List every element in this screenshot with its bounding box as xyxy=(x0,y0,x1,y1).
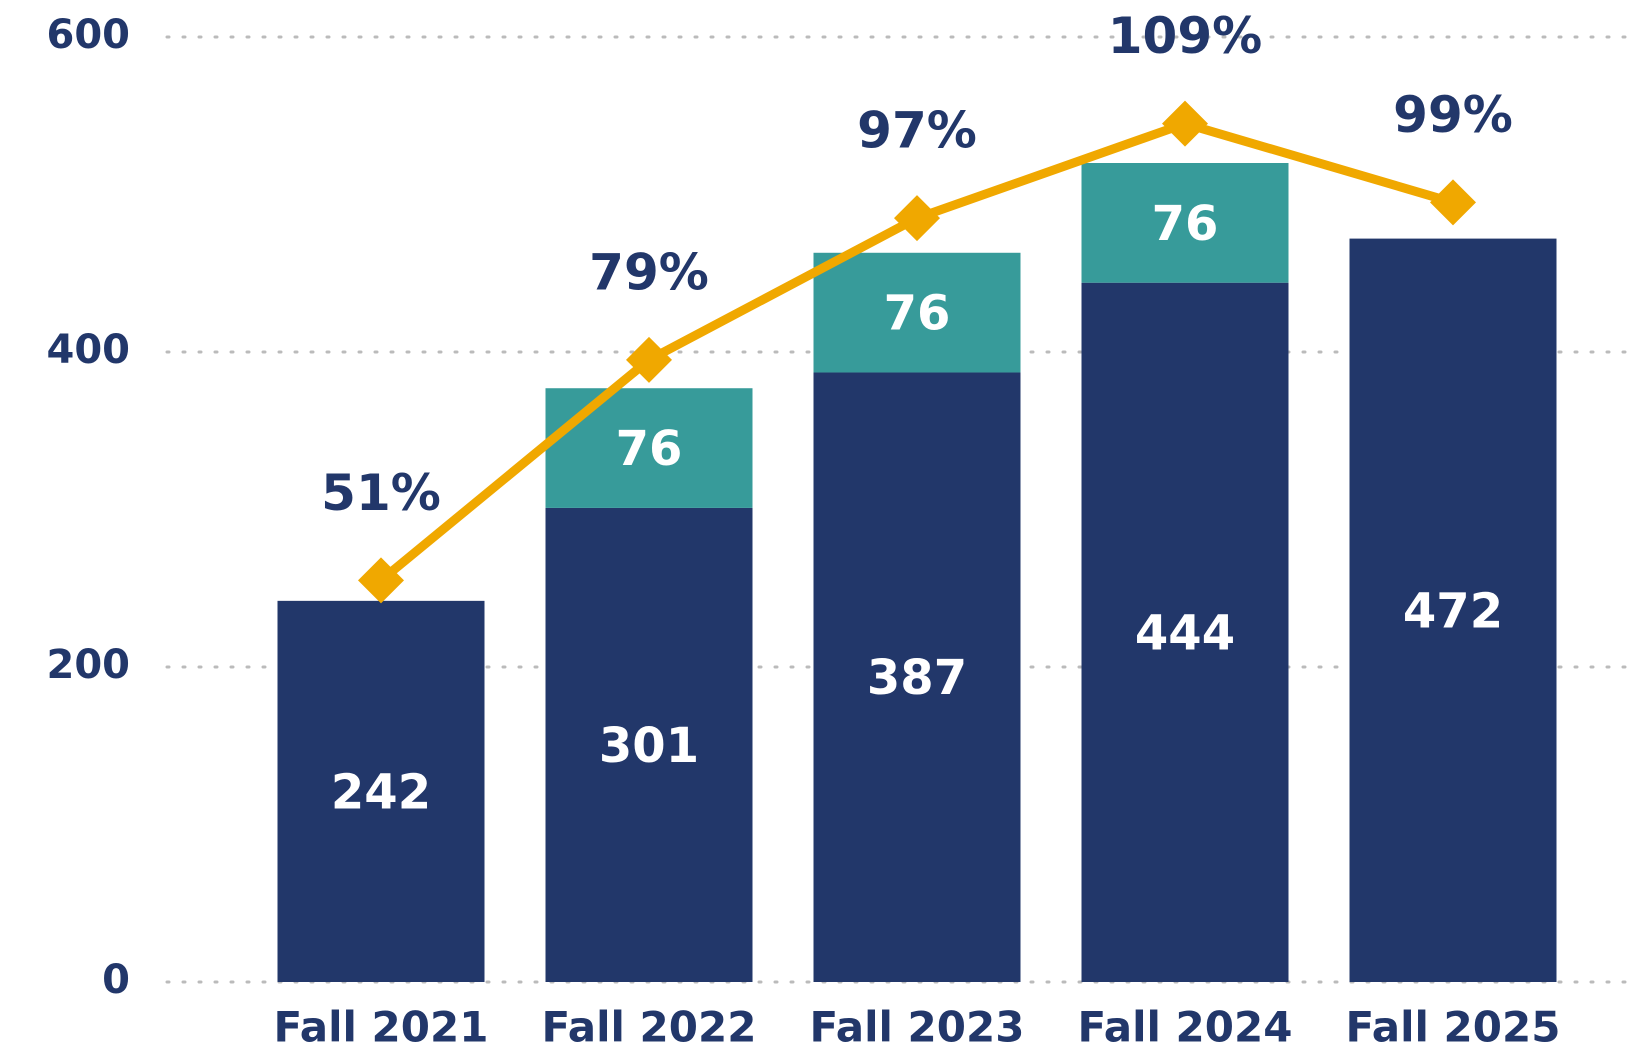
line-marker xyxy=(894,195,940,242)
bar-value-label: 242 xyxy=(331,764,431,820)
bar-segment xyxy=(545,388,753,508)
y-tick-label: 600 xyxy=(47,12,131,58)
bar-value-label: 76 xyxy=(1152,196,1219,252)
x-tick-label: Fall 2025 xyxy=(1346,1003,1561,1052)
bar-value-label: 444 xyxy=(1135,605,1235,661)
line-value-label: 51% xyxy=(321,464,441,522)
line-marker xyxy=(1162,100,1208,147)
x-tick-label: Fall 2022 xyxy=(542,1003,757,1052)
bar-value-label: 76 xyxy=(616,421,683,477)
y-tick-label: 400 xyxy=(47,327,131,373)
bar-segment xyxy=(277,600,485,982)
x-tick-label: Fall 2021 xyxy=(274,1003,489,1052)
x-tick-label: Fall 2024 xyxy=(1078,1003,1293,1052)
bar-segment xyxy=(1081,282,1289,982)
line-value-label: 97% xyxy=(857,102,977,160)
y-tick-label: 200 xyxy=(47,642,131,688)
x-tick-label: Fall 2023 xyxy=(810,1003,1025,1052)
bar-value-label: 387 xyxy=(867,650,967,706)
bar-segment xyxy=(1349,238,1557,983)
line-marker xyxy=(626,336,672,383)
line-value-label: 109% xyxy=(1108,7,1262,65)
bar-segment xyxy=(813,252,1021,373)
y-tick-label: 0 xyxy=(102,957,130,1003)
bar-value-label: 472 xyxy=(1403,583,1503,639)
bar-segment xyxy=(813,372,1021,983)
line-value-label: 79% xyxy=(589,243,709,301)
line-marker xyxy=(1430,179,1476,226)
bar-value-label: 301 xyxy=(599,718,699,774)
line-marker xyxy=(358,557,404,604)
line-value-label: 99% xyxy=(1393,86,1513,144)
bar-segment xyxy=(1081,163,1289,283)
bar-value-label: 76 xyxy=(884,286,951,342)
bar-segment xyxy=(545,507,753,982)
